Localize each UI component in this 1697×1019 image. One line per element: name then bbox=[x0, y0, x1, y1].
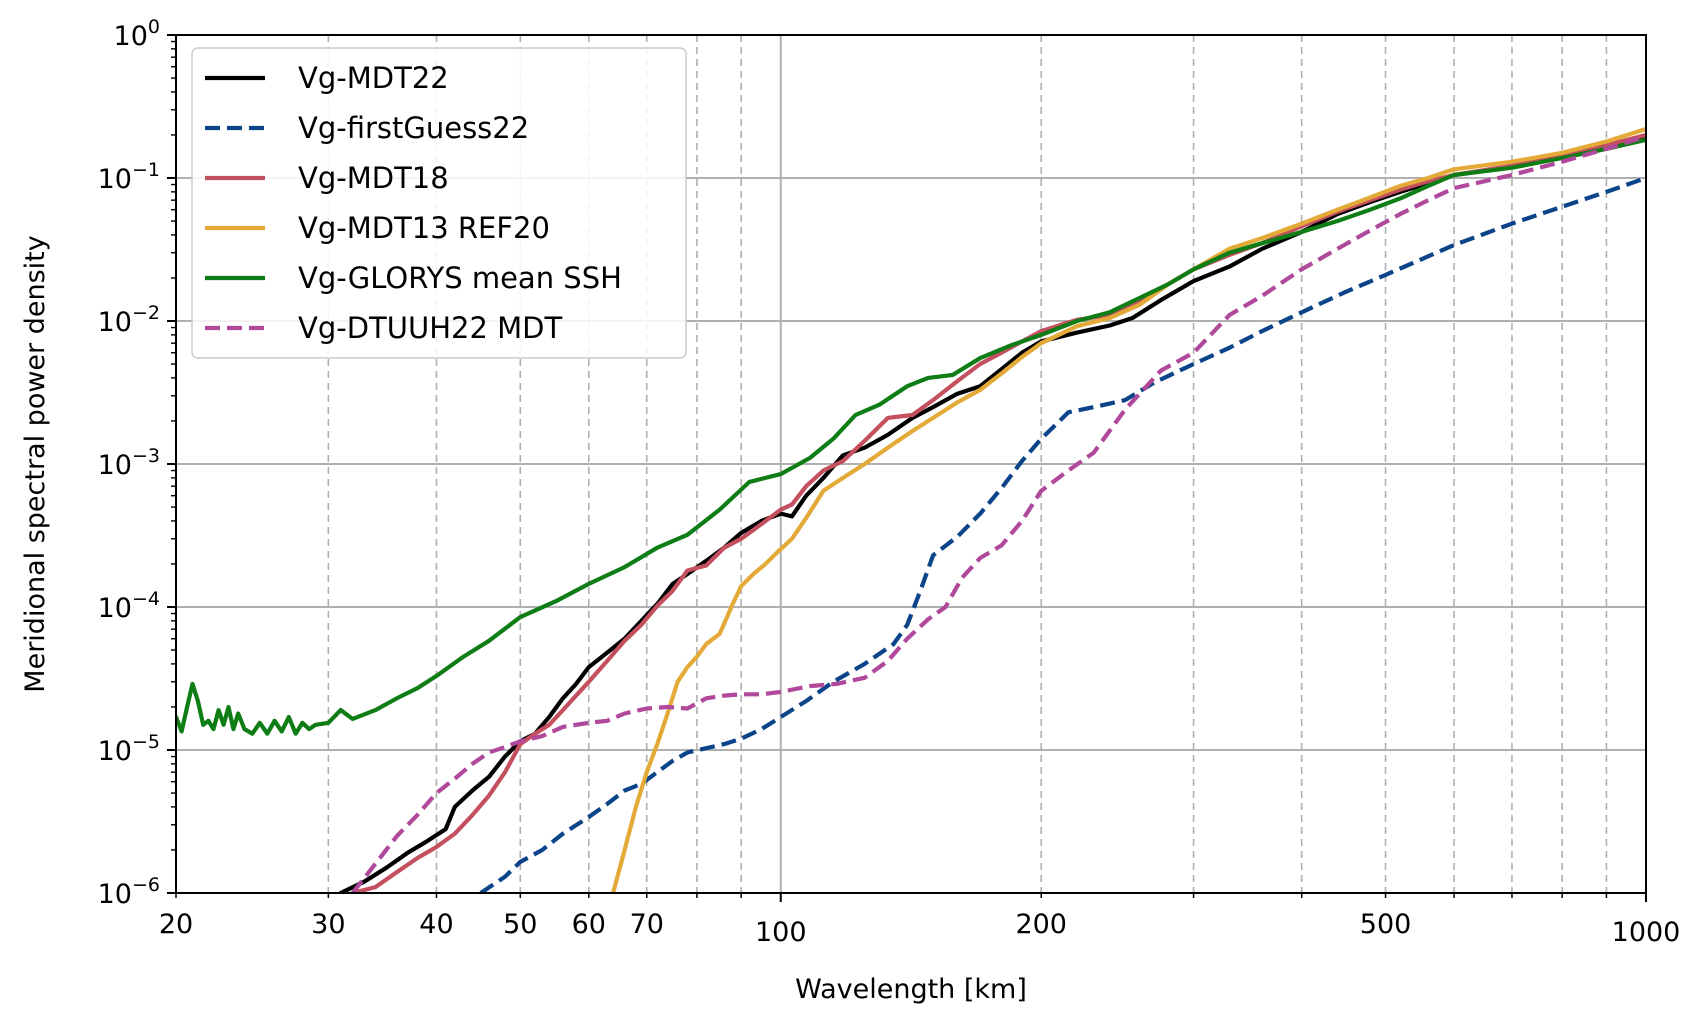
legend-label: Vg-firstGuess22 bbox=[298, 111, 529, 145]
legend-label: Vg-DTUUH22 MDT bbox=[298, 311, 562, 345]
series-line bbox=[350, 134, 1646, 893]
y-tick-labels: 10−6 10−5 10−4 10−3 10−2 10−1 100 bbox=[98, 16, 160, 910]
legend-label: Vg-MDT13 REF20 bbox=[298, 211, 550, 245]
series-line bbox=[610, 126, 1646, 893]
x-tick-label: 500 bbox=[1360, 909, 1412, 940]
x-tick-labels: 100 1000 20 30 40 50 60 70 200 500 bbox=[159, 909, 1681, 948]
series-line bbox=[176, 137, 1646, 736]
y-tick-label: 10−4 bbox=[98, 588, 160, 624]
y-tick-label: 100 bbox=[114, 16, 160, 52]
x-tick-label: 1000 bbox=[1612, 917, 1681, 948]
x-tick-label: 100 bbox=[755, 917, 807, 948]
x-tick-label: 30 bbox=[311, 909, 345, 940]
legend-label: Vg-MDT18 bbox=[298, 161, 449, 195]
y-tick-label: 10−3 bbox=[98, 445, 160, 481]
legend-label: Vg-GLORYS mean SSH bbox=[298, 261, 622, 295]
legend-entries: Vg-MDT22 Vg-firstGuess22 Vg-MDT18 Vg-MDT13 … bbox=[205, 61, 622, 345]
legend-box bbox=[191, 47, 687, 359]
axis-ticks bbox=[167, 34, 1647, 902]
x-tick-label: 40 bbox=[419, 909, 453, 940]
y-tick-label: 10−5 bbox=[98, 731, 160, 767]
series-lines bbox=[176, 126, 1646, 893]
y-axis-label: Meridional spectral power density bbox=[20, 235, 51, 692]
x-axis-label: Wavelength [km] bbox=[795, 974, 1027, 1005]
legend: Vg-MDT22 Vg-firstGuess22 Vg-MDT18 Vg-MDT13 … bbox=[191, 47, 687, 359]
x-tick-label: 50 bbox=[503, 909, 537, 940]
legend-label: Vg-MDT22 bbox=[298, 61, 449, 95]
y-tick-label: 10−6 bbox=[98, 874, 160, 910]
x-tick-label: 60 bbox=[572, 909, 606, 940]
y-tick-label: 10−1 bbox=[98, 159, 160, 195]
series-line bbox=[479, 176, 1646, 893]
y-tick-label: 10−2 bbox=[98, 302, 160, 338]
x-tick-label: 200 bbox=[1015, 909, 1067, 940]
x-tick-label: 70 bbox=[630, 909, 664, 940]
x-tick-label: 20 bbox=[159, 909, 193, 940]
